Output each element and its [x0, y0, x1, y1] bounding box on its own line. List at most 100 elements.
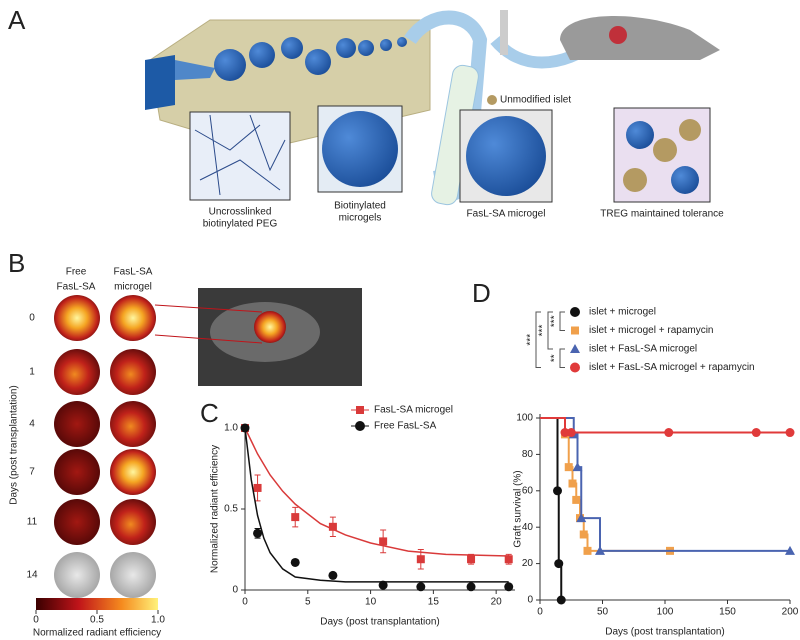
column-header: FasL-SA	[114, 267, 153, 278]
heat-image	[110, 449, 156, 495]
column-header: microgel	[114, 282, 152, 293]
survival-line	[540, 417, 563, 600]
x-tick-label: 0	[537, 607, 543, 618]
y-tick-label: 0	[527, 595, 533, 606]
row-label: 14	[26, 570, 38, 581]
legend-label: islet + FasL-SA microgel + rapamycin	[589, 362, 755, 373]
legend-label: islet + microgel + rapamycin	[589, 325, 714, 336]
marker	[467, 555, 476, 564]
marker	[504, 582, 514, 592]
x-tick-label: 15	[428, 597, 440, 608]
marker	[751, 428, 761, 438]
marker	[556, 595, 566, 605]
x-tick-label: 50	[597, 607, 609, 618]
y-tick-label: 0	[232, 585, 238, 596]
heat-image	[54, 401, 100, 447]
significance-label: **	[550, 354, 561, 362]
heat-image	[110, 401, 156, 447]
x-tick-label: 20	[491, 597, 503, 608]
marker	[416, 582, 426, 592]
marker	[568, 479, 577, 488]
caption: Uncrosslinked	[209, 207, 272, 218]
marker	[785, 428, 795, 438]
legend-label: islet + microgel	[589, 307, 656, 318]
heat-image	[110, 499, 156, 545]
row-label: 0	[29, 313, 35, 324]
x-tick-label: 200	[782, 607, 799, 618]
caption: TREG maintained tolerance	[600, 209, 724, 220]
caption: FasL-SA microgel	[467, 209, 546, 220]
heat-image	[54, 295, 100, 341]
y-tick-label: 1.0	[224, 423, 238, 434]
legend-label: FasL-SA microgel	[374, 405, 453, 416]
marker	[253, 483, 262, 492]
caption: microgels	[339, 213, 382, 224]
fit-line	[244, 427, 509, 557]
marker	[664, 428, 674, 438]
legend-marker	[570, 362, 580, 373]
panel-label: A	[8, 5, 26, 35]
y-axis-label: Graft survival (%)	[513, 470, 524, 547]
legend-marker	[571, 326, 579, 335]
x-axis-label: Days (post transplantation)	[320, 617, 440, 628]
panel-label: C	[200, 398, 219, 428]
mouse-image	[154, 288, 362, 386]
marker	[583, 546, 592, 555]
x-tick-label: 150	[719, 607, 736, 618]
marker	[572, 462, 583, 472]
axis-label: Days (post transplantation)	[9, 385, 20, 505]
panel-a-art	[145, 10, 720, 206]
marker	[553, 486, 562, 496]
colorbar-tick-label: 1.0	[151, 615, 165, 626]
colorbar-label: Normalized radiant efficiency	[33, 628, 161, 639]
marker	[378, 580, 388, 590]
x-tick-label: 0	[242, 597, 248, 608]
heat-image	[54, 499, 100, 545]
marker	[576, 513, 587, 523]
caption: Biotinylated	[334, 201, 386, 212]
y-tick-label: 100	[516, 413, 533, 424]
marker	[566, 428, 576, 438]
marker	[560, 428, 570, 438]
colorbar-tick-label: 0	[33, 615, 39, 626]
x-tick-label: 100	[657, 607, 674, 618]
legend-label: islet + FasL-SA microgel	[589, 344, 697, 355]
legend-marker	[570, 307, 580, 317]
marker	[328, 522, 337, 531]
heat-image	[54, 449, 100, 495]
colorbar	[36, 598, 158, 610]
y-axis-label: Normalized radiant efficiency	[210, 445, 221, 573]
heat-image	[110, 349, 156, 395]
marker	[466, 582, 476, 592]
heat-image	[110, 295, 156, 341]
significance-bracket	[559, 311, 565, 331]
marker	[291, 513, 300, 522]
x-tick-label: 10	[365, 597, 377, 608]
row-label: 1	[29, 367, 35, 378]
column-header: FasL-SA	[57, 282, 96, 293]
marker	[253, 528, 263, 538]
y-tick-label: 40	[522, 522, 534, 533]
x-axis-label: Days (post transplantation)	[605, 627, 725, 638]
marker	[328, 570, 338, 580]
row-label: 7	[29, 467, 35, 478]
marker	[572, 495, 581, 504]
row-label: 4	[29, 419, 35, 430]
marker	[416, 555, 425, 564]
significance-label: ***	[538, 325, 549, 337]
column-header: Free	[66, 267, 87, 278]
row-label: 11	[27, 517, 38, 528]
heat-image	[54, 349, 100, 395]
heat-image	[54, 552, 100, 598]
significance-label: ***	[526, 334, 537, 346]
significance-label: ***	[550, 315, 561, 327]
fit-line	[244, 427, 509, 583]
y-tick-label: 60	[522, 485, 534, 496]
marker	[240, 423, 250, 433]
significance-bracket	[535, 311, 541, 368]
y-tick-label: 80	[522, 449, 534, 460]
significance-bracket	[559, 348, 565, 368]
marker	[785, 545, 795, 555]
heat-image	[110, 552, 156, 598]
